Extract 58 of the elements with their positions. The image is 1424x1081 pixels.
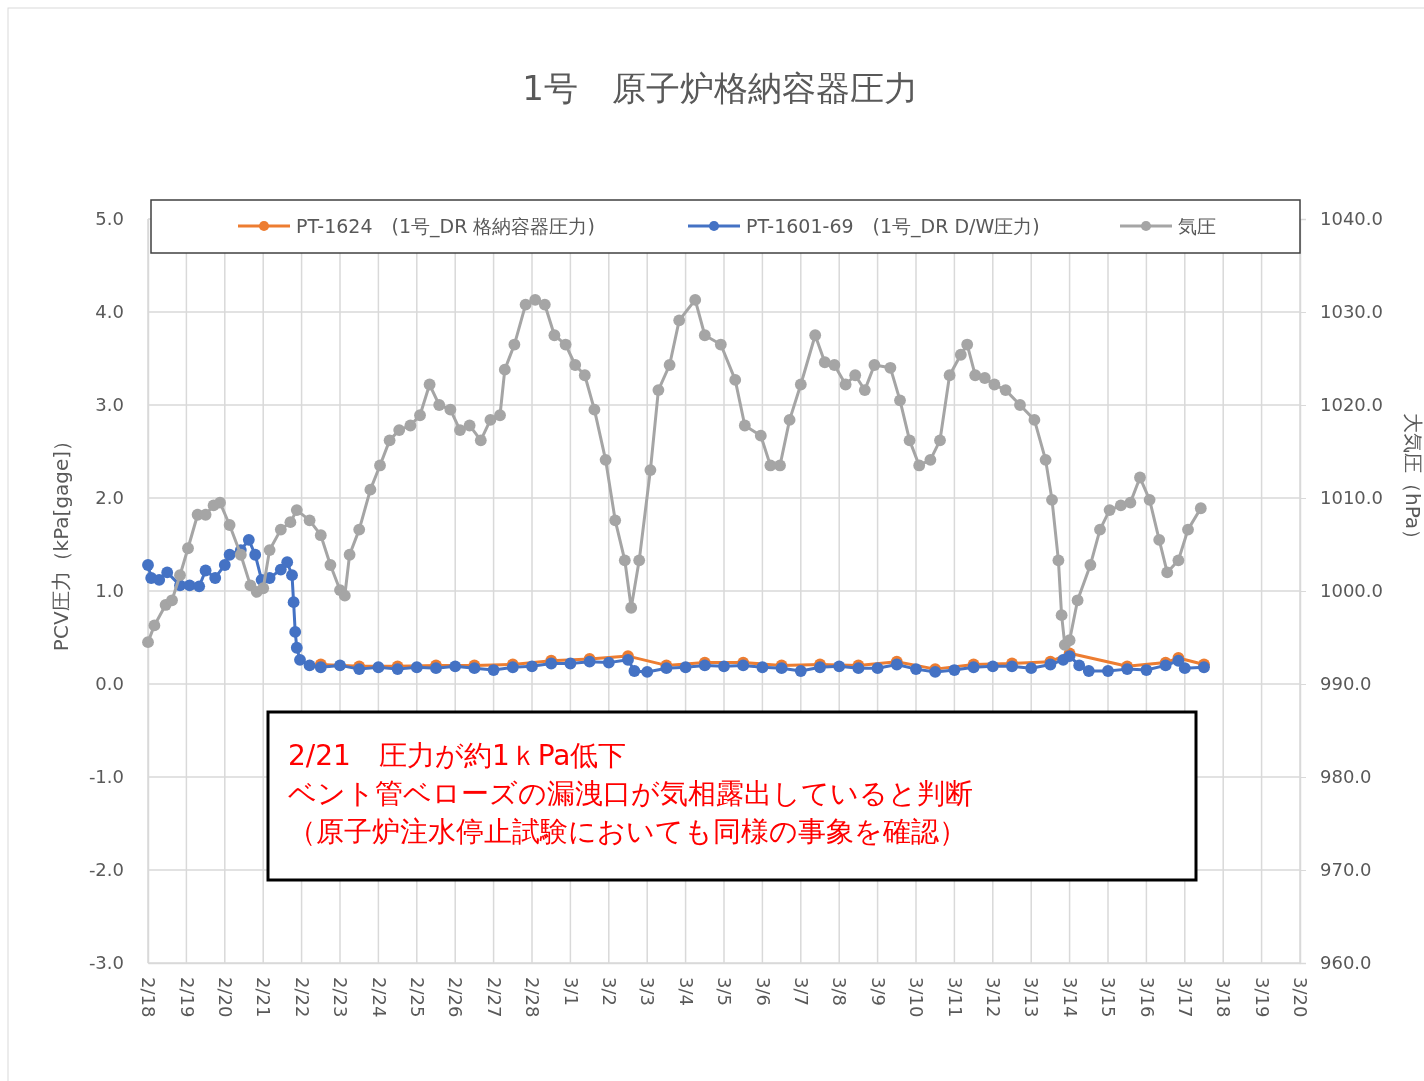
x-tick-label: 3/13 (1021, 977, 1043, 1018)
chart-title: 1号 原子炉格納容器圧力 (522, 68, 918, 108)
y2-tick-label: 1030.0 (1320, 301, 1383, 323)
x-tick-label: 3/10 (906, 977, 928, 1018)
x-tick-label: 3/17 (1175, 977, 1196, 1018)
legend-label: 気圧 (1178, 215, 1216, 237)
y2-tick-label: 990.0 (1320, 673, 1372, 695)
y2-axis-title: 大気圧（hPa） (1401, 412, 1424, 550)
y-tick-label: -3.0 (88, 952, 124, 974)
x-tick-label: 3/19 (1251, 977, 1273, 1018)
x-tick-label: 3/20 (1290, 977, 1312, 1018)
x-tick-label: 3/8 (829, 977, 851, 1006)
y-tick-label: -2.0 (88, 859, 124, 881)
x-tick-label: 3/2 (599, 977, 620, 1006)
x-tick-label: 3/11 (944, 977, 966, 1018)
x-tick-label: 3/14 (1059, 977, 1081, 1018)
x-tick-label: 3/1 (560, 977, 582, 1006)
y2-tick-label: 1010.0 (1320, 487, 1383, 509)
y-tick-label: 4.0 (95, 301, 124, 323)
y2-tick-label: 1020.0 (1320, 394, 1383, 416)
annotation: （原子炉注水停止試験においても同様の事象を確認） (288, 815, 967, 848)
y-axis-title: PCV圧力（kPa[gage]） (49, 430, 73, 652)
x-tick-label: 2/18 (138, 977, 160, 1018)
y2-tick-label: 970.0 (1320, 859, 1372, 881)
x-tick-label: 3/6 (752, 977, 774, 1006)
x-tick-label: 3/7 (791, 977, 812, 1006)
y2-tick-label: 1040.0 (1320, 208, 1383, 230)
y-tick-label: 0.0 (95, 673, 124, 695)
y-tick-label: 3.0 (95, 394, 124, 416)
x-tick-label: 3/18 (1213, 977, 1235, 1018)
x-tick-label: 3/4 (675, 977, 697, 1006)
x-tick-label: 2/20 (215, 977, 236, 1018)
y-tick-label: 5.0 (95, 208, 124, 230)
y2-tick-label: 980.0 (1320, 766, 1372, 788)
x-tick-label: 3/5 (714, 977, 736, 1006)
legend-label: PT-1601-69 (1号_DR D/W圧力) (746, 215, 1040, 238)
y-tick-label: 2.0 (95, 487, 124, 509)
x-tick-label: 3/15 (1098, 977, 1120, 1018)
x-tick-label: 2/25 (407, 977, 428, 1018)
x-tick-label: 2/21 (253, 977, 275, 1018)
x-tick-label: 2/26 (445, 977, 467, 1018)
x-tick-label: 3/3 (637, 977, 659, 1006)
x-tick-label: 3/16 (1136, 977, 1158, 1018)
legend-label: PT-1624 (1号_DR 格納容器圧力) (296, 215, 595, 238)
y2-tick-label: 1000.0 (1320, 580, 1383, 602)
annotation: ベント管ベローズの漏洩口が気相露出していると判断 (288, 777, 973, 810)
x-tick-label: 3/9 (867, 977, 889, 1006)
y2-tick-label: 960.0 (1320, 952, 1372, 974)
x-tick-label: 2/19 (176, 977, 198, 1018)
x-tick-label: 3/12 (983, 977, 1004, 1018)
annotation: 2/21 圧力が約1ｋPa低下 (288, 739, 627, 772)
x-tick-label: 2/22 (291, 977, 313, 1018)
y-tick-label: -1.0 (88, 766, 124, 788)
x-tick-label: 2/27 (483, 977, 505, 1018)
x-tick-label: 2/23 (330, 977, 352, 1018)
x-tick-label: 2/24 (368, 977, 390, 1018)
y-tick-label: 1.0 (95, 580, 124, 602)
x-tick-label: 2/28 (522, 977, 544, 1018)
